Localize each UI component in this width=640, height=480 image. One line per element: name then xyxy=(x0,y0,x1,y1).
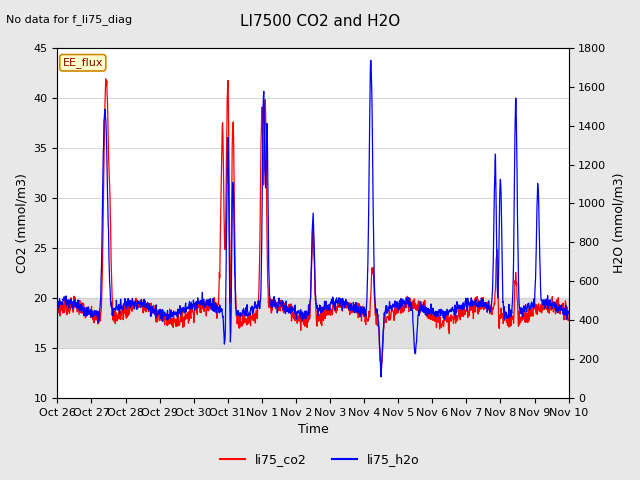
Text: EE_flux: EE_flux xyxy=(63,57,103,68)
Text: No data for f_li75_diag: No data for f_li75_diag xyxy=(6,14,132,25)
Legend: li75_co2, li75_h2o: li75_co2, li75_h2o xyxy=(215,448,425,471)
X-axis label: Time: Time xyxy=(298,423,328,436)
Text: LI7500 CO2 and H2O: LI7500 CO2 and H2O xyxy=(240,14,400,29)
Y-axis label: CO2 (mmol/m3): CO2 (mmol/m3) xyxy=(15,173,28,273)
Bar xyxy=(58,298,568,348)
Y-axis label: H2O (mmol/m3): H2O (mmol/m3) xyxy=(612,173,625,273)
